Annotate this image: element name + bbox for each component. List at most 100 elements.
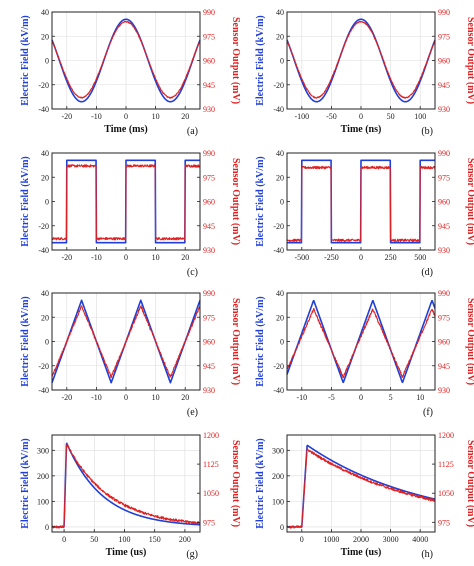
y2-tick-label: 930 xyxy=(438,105,450,114)
x-tick-label: 10 xyxy=(416,393,424,402)
x-tick-label: -20 xyxy=(61,253,72,262)
y2-tick-label: 990 xyxy=(438,8,450,17)
y2-tick-label: 975 xyxy=(203,518,215,527)
field-series-line xyxy=(51,18,201,103)
y2-tick-label: 960 xyxy=(438,198,450,207)
y-tick-label: 20 xyxy=(276,313,284,322)
x-axis-label: Time (us) xyxy=(106,547,147,558)
y-tick-label: 40 xyxy=(41,8,49,17)
y2-tick-label: 945 xyxy=(203,362,215,371)
x-tick-label: 0 xyxy=(62,535,66,544)
y2-tick-label: 930 xyxy=(203,386,215,395)
y2-tick-label: 990 xyxy=(203,8,215,17)
x-tick-label: 0 xyxy=(359,393,363,402)
x-tick-label: 20 xyxy=(181,393,189,402)
y-tick-label: 0 xyxy=(280,523,284,532)
y-tick-label: 40 xyxy=(41,289,49,298)
x-axis-label: Time (ns) xyxy=(341,124,382,135)
y2-axis-label: Sensor Output (mV) xyxy=(465,17,474,104)
x-tick-label: 0 xyxy=(124,112,128,121)
x-tick-label: -10 xyxy=(91,112,102,121)
x-tick-label: 50 xyxy=(387,112,395,121)
x-tick-label: -50 xyxy=(326,112,337,121)
y2-tick-label: 960 xyxy=(203,57,215,66)
sensor-series-line xyxy=(286,307,436,379)
y2-tick-label: 960 xyxy=(438,57,450,66)
sensor-series-line xyxy=(51,164,201,241)
y2-tick-label: 945 xyxy=(438,222,450,231)
y2-tick-label: 960 xyxy=(203,338,215,347)
y2-axis-label: Sensor Output (mV) xyxy=(230,158,241,245)
y2-tick-label: 1050 xyxy=(203,489,219,498)
y-tick-label: 40 xyxy=(41,149,49,158)
panel-label: (c) xyxy=(187,267,198,278)
chart-panel: -20 -10 0 10 20 -40 -20 0 20 40 930 945 960 975 990 Ele… xyxy=(20,149,241,278)
sensor-series-line xyxy=(51,444,201,529)
y-tick-label: -40 xyxy=(38,246,49,255)
x-axis-label: Time (us) xyxy=(341,547,382,558)
chart-panel: 0 1000 2000 3000 4000 0 100 200 300 975 1050 1125 12… xyxy=(255,431,474,560)
y-axis-label: Electric Field (kV/m) xyxy=(20,156,31,247)
y2-tick-label: 930 xyxy=(438,386,450,395)
x-tick-label: 20 xyxy=(181,112,189,121)
x-tick-label: 20 xyxy=(181,253,189,262)
x-tick-label: -5 xyxy=(328,393,335,402)
y2-tick-label: 930 xyxy=(203,246,215,255)
x-tick-label: 250 xyxy=(385,253,397,262)
panel-label: (f) xyxy=(423,407,433,418)
x-tick-label: -10 xyxy=(91,253,102,262)
panel-label: (e) xyxy=(187,407,198,418)
y2-tick-label: 1200 xyxy=(203,431,219,440)
y-tick-label: 300 xyxy=(37,446,49,455)
x-tick-label: 150 xyxy=(149,535,161,544)
field-series-line xyxy=(286,159,436,244)
x-tick-label: 100 xyxy=(118,535,130,544)
x-tick-label: 50 xyxy=(90,535,98,544)
y2-tick-label: 1125 xyxy=(438,460,454,469)
x-tick-label: 2000 xyxy=(353,535,369,544)
x-tick-label: 100 xyxy=(414,112,426,121)
y-tick-label: 0 xyxy=(280,198,284,207)
panel-label: (b) xyxy=(421,126,433,137)
panel-label: (g) xyxy=(186,549,198,560)
sensor-series-line xyxy=(286,20,436,99)
y2-tick-label: 975 xyxy=(438,313,450,322)
y-tick-label: 100 xyxy=(37,497,49,506)
x-tick-label: 5 xyxy=(389,393,393,402)
y2-tick-label: 1200 xyxy=(438,431,454,440)
y2-tick-label: 960 xyxy=(203,198,215,207)
y2-axis-label: Sensor Output (mV) xyxy=(465,298,474,385)
y-tick-label: -40 xyxy=(38,105,49,114)
y-tick-label: 0 xyxy=(45,338,49,347)
y-tick-label: 20 xyxy=(41,173,49,182)
y2-tick-label: 945 xyxy=(203,222,215,231)
y2-tick-label: 990 xyxy=(438,289,450,298)
y2-axis-label: Sensor Output (mV) xyxy=(230,440,241,527)
sensor-series-line xyxy=(51,20,201,99)
x-tick-label: 500 xyxy=(414,253,426,262)
y-tick-label: -40 xyxy=(273,386,284,395)
y-tick-label: -20 xyxy=(273,222,284,231)
y2-tick-label: 930 xyxy=(203,105,215,114)
y-tick-label: -20 xyxy=(273,362,284,371)
y-tick-label: 100 xyxy=(272,497,284,506)
y2-tick-label: 975 xyxy=(438,32,450,41)
x-tick-label: -10 xyxy=(91,393,102,402)
panel-label: (a) xyxy=(187,126,198,137)
chart-panel: -500 -250 0 250 500 -40 -20 0 20 40 930 945 960 975 99… xyxy=(255,149,474,278)
x-tick-label: 3000 xyxy=(383,535,399,544)
y-axis-label: Electric Field (kV/m) xyxy=(20,438,31,529)
x-tick-label: -100 xyxy=(294,112,309,121)
y-axis-label: Electric Field (kV/m) xyxy=(20,296,31,387)
sensor-series-line xyxy=(286,448,436,529)
y2-tick-label: 960 xyxy=(438,338,450,347)
sensor-series-line xyxy=(286,165,436,243)
x-tick-label: 10 xyxy=(152,253,160,262)
chart-panel: -10 -5 0 5 10 -40 -20 0 20 40 930 945 960 975 990 Elect… xyxy=(255,289,474,418)
x-tick-label: 10 xyxy=(152,112,160,121)
y-tick-label: -40 xyxy=(38,386,49,395)
y2-tick-label: 1125 xyxy=(203,460,219,469)
y-tick-label: 0 xyxy=(45,523,49,532)
y-tick-label: 200 xyxy=(272,472,284,481)
